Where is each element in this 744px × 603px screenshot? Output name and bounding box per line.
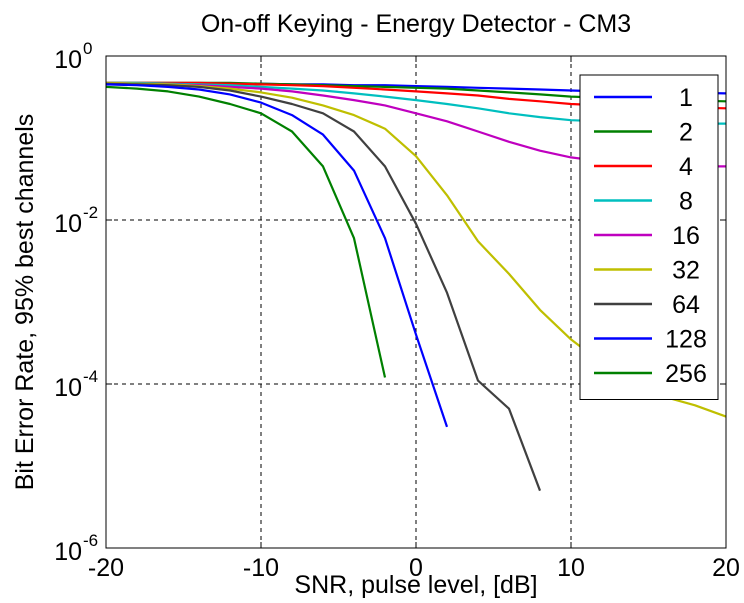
legend-label-4: 4 [679,153,693,181]
y-tick-label: 10 [54,46,82,74]
x-tick-label: -20 [88,554,124,582]
legend-label-2: 2 [679,119,693,147]
x-tick-label: 10 [557,554,585,582]
series-line-128 [106,83,449,428]
y-tick-label: 10 [54,210,82,238]
legend-label-1: 1 [679,84,693,112]
y-axis-label: Bit Error Rate, 95% best channels [11,114,39,491]
legend-label-64: 64 [672,291,700,319]
x-tick-label: 20 [712,554,740,582]
legend-label-16: 16 [672,222,700,250]
x-axis-label: SNR, pulse level, [dB] [294,571,537,599]
x-tick-label: 0 [409,554,423,582]
legend-label-8: 8 [679,188,693,216]
legend-label-128: 128 [665,326,707,354]
legend: 1 2 4 8 16 32 64 128 256 [579,74,719,400]
y-tick-exponent: 0 [83,39,92,58]
chart-title: On-off Keying - Energy Detector - CM3 [201,10,631,38]
series-line-256 [106,85,387,378]
y-tick-exponent: -4 [83,367,98,386]
series-line-64 [106,82,542,492]
y-tick-label: 10 [54,374,82,402]
x-tick-label: -10 [243,554,279,582]
y-tick-label: 10 [54,538,82,566]
y-tick-exponent: -2 [83,203,98,222]
y-tick-exponent: -6 [83,531,98,550]
legend-box [579,74,719,400]
legend-label-256: 256 [665,360,707,388]
legend-label-32: 32 [672,257,700,285]
grid-lines [106,56,726,548]
